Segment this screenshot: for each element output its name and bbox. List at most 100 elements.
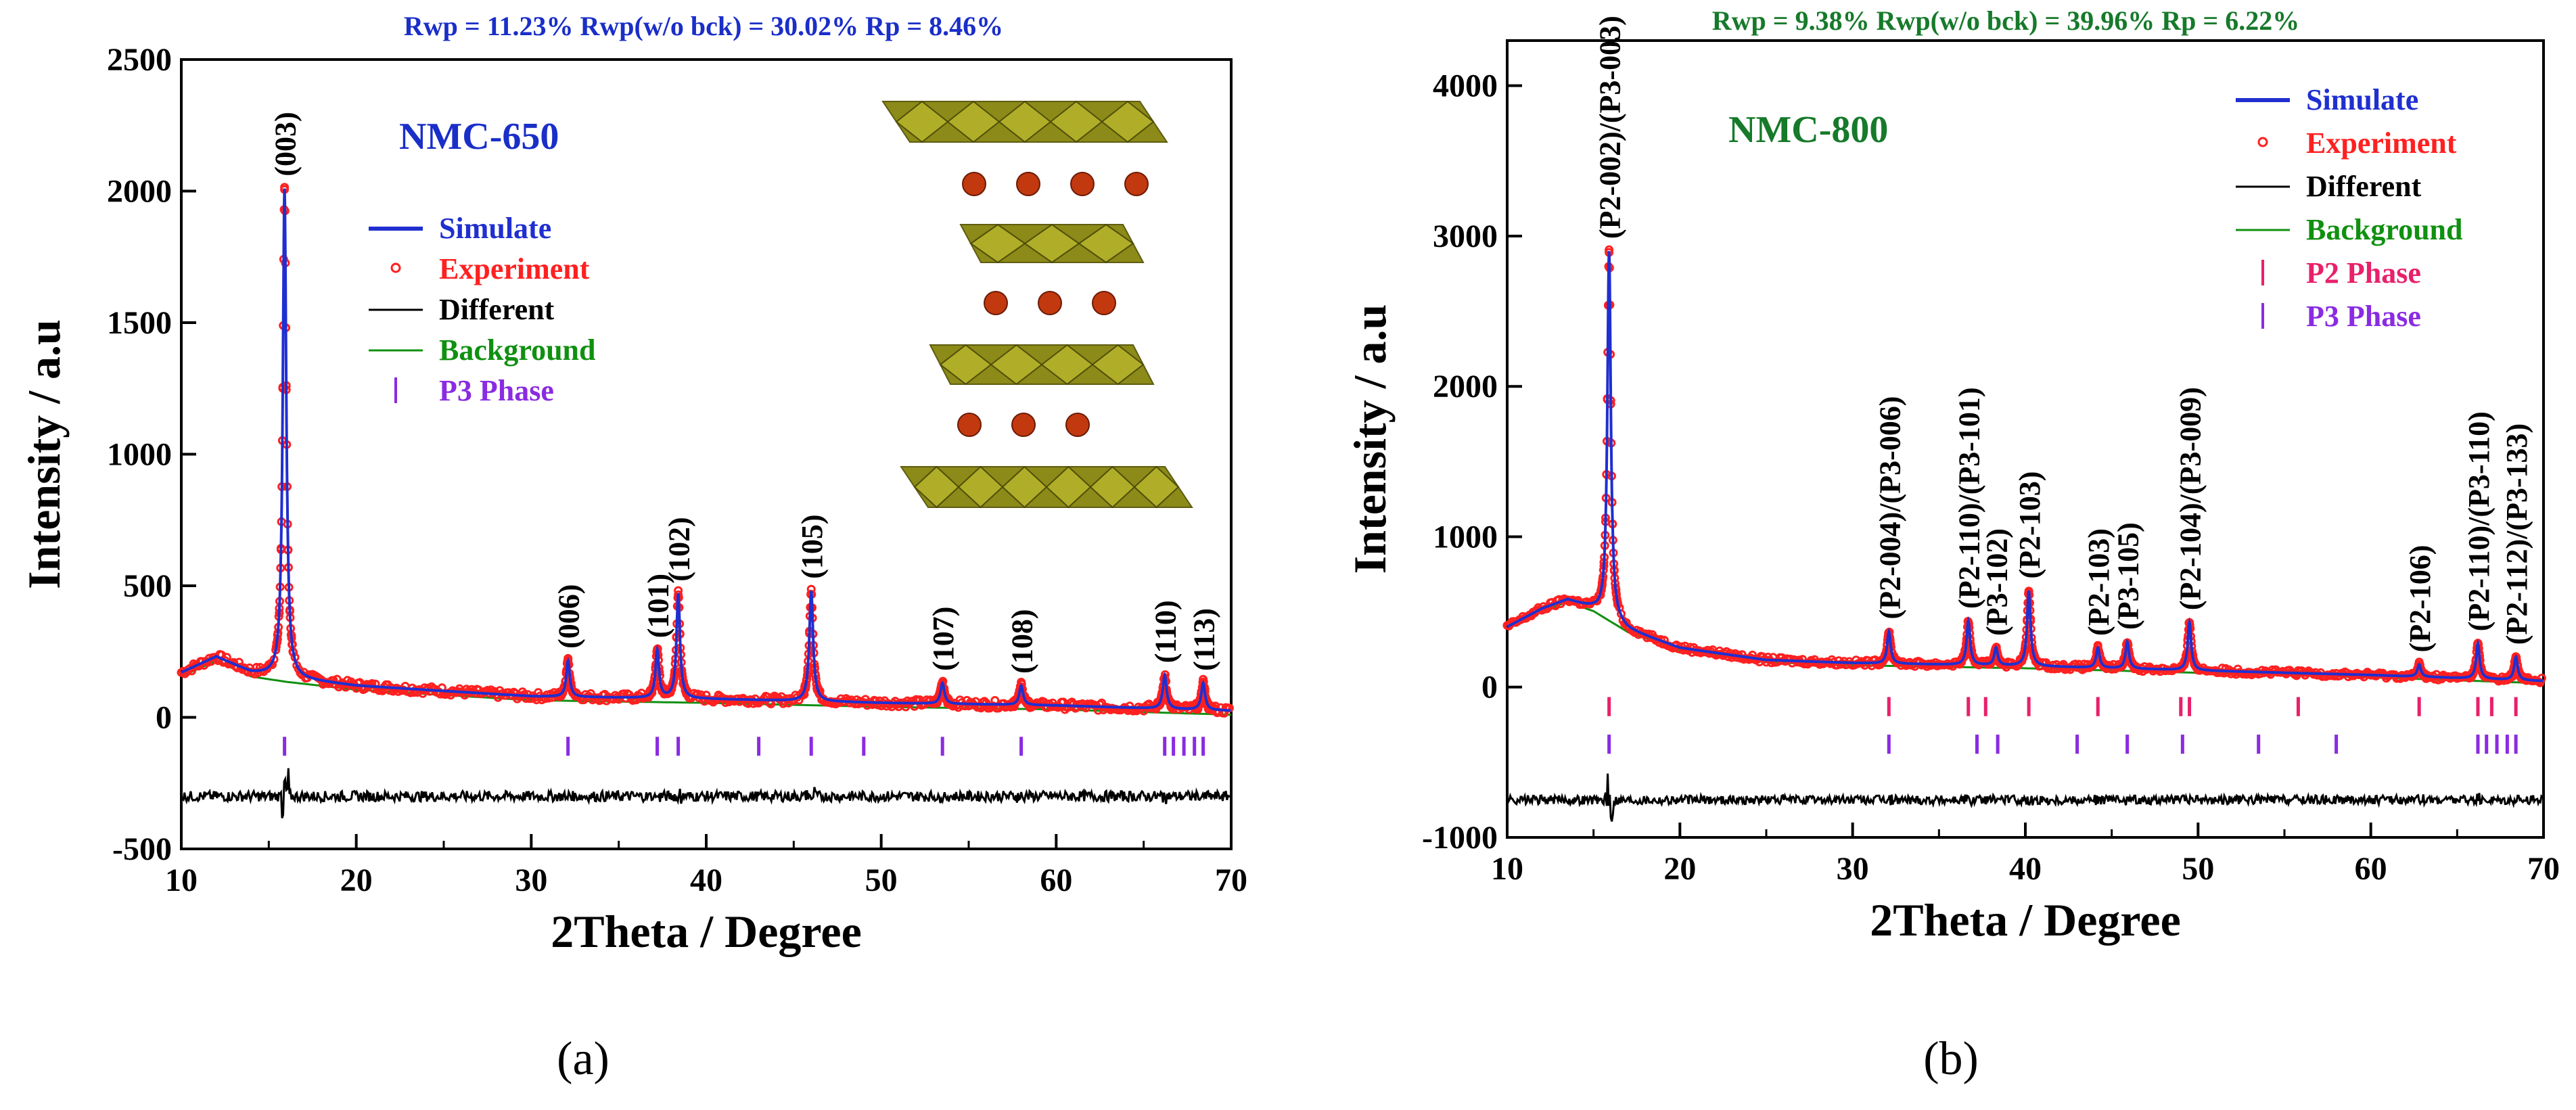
y-tick-label: 2000 <box>1433 369 1498 404</box>
peak-label: (105) <box>796 514 829 578</box>
y-axis-label: Intensity / a.u <box>1344 304 1396 574</box>
legend-entry-label: Experiment <box>439 252 590 285</box>
x-tick-label: 60 <box>1040 862 1072 898</box>
peak-label: (110) <box>1149 600 1182 663</box>
peak-label: (P2-110)/(P3-101) <box>1953 387 1986 608</box>
phase-ticks-p3-phase <box>1607 735 2518 754</box>
legend-circle-swatch <box>2257 137 2268 147</box>
panel-caption: (b) <box>1923 1033 1979 1085</box>
sample-label: NMC-650 <box>399 116 559 158</box>
sodium-ion <box>1016 172 1040 196</box>
legend-entry-label: P3 Phase <box>2306 300 2421 333</box>
difference-series <box>1506 773 2544 822</box>
sodium-ion <box>1070 172 1095 196</box>
legend-entry-label: P2 Phase <box>2306 256 2421 290</box>
difference-series <box>180 768 1231 818</box>
structure-slab <box>900 465 1193 509</box>
y-tick-label: 500 <box>123 568 172 604</box>
x-tick-label: 30 <box>1837 851 1869 887</box>
x-tick-label: 50 <box>2182 851 2214 887</box>
peak-label: (P3-105) <box>2112 522 2145 630</box>
x-tick-label: 20 <box>340 862 373 898</box>
fit-statistics: Rwp = 11.23% Rwp(w/o bck) = 30.02% Rp = … <box>404 11 1003 41</box>
legend-entry-label: Background <box>2306 213 2463 246</box>
y-tick-label: 4000 <box>1433 68 1498 104</box>
y-tick-label: 1000 <box>107 437 172 473</box>
legend-circle-swatch <box>390 262 401 273</box>
plot-frame <box>1506 39 2545 839</box>
x-tick-label: 30 <box>515 862 547 898</box>
legend-entry-label: Different <box>2306 170 2422 203</box>
peak-label: (P2-002)/(P3-003) <box>1594 16 1627 239</box>
peak-label: (P3-102) <box>1981 528 2014 636</box>
legend-entry-label: P3 Phase <box>439 374 554 407</box>
structure-slab <box>881 100 1168 143</box>
sodium-ion <box>1038 291 1062 315</box>
octahedron-facet <box>1091 344 1145 386</box>
y-tick-label: 0 <box>156 700 172 736</box>
experiment-point <box>1207 703 1216 712</box>
structure-slab <box>959 223 1145 264</box>
experiment-series <box>177 183 1234 718</box>
legend-entry-label: Simulate <box>439 212 551 245</box>
y-tick-label: -500 <box>112 831 172 867</box>
panel-caption: (a) <box>557 1033 610 1085</box>
x-tick-label: 50 <box>865 862 898 898</box>
legend: Simulate Experiment Different Background P3 … <box>369 212 596 407</box>
peak-label: (P2-106) <box>2404 545 2437 653</box>
legend-entry-label: Experiment <box>2306 126 2457 160</box>
peak-label: (P2-110)/(P3-110) <box>2462 411 2496 631</box>
y-axis-label: Intensity / a.u <box>18 319 70 589</box>
experiment-point <box>815 690 825 699</box>
x-tick-label: 70 <box>1215 862 1247 898</box>
peak-label: (108) <box>1006 609 1039 674</box>
y-tick-label: 1000 <box>1433 519 1498 555</box>
sample-label: NMC-800 <box>1728 109 1888 151</box>
sodium-ion <box>957 413 982 437</box>
peak-label: (P2-004)/(P3-006) <box>1873 396 1906 620</box>
peak-label: (006) <box>553 584 586 649</box>
legend-entry-label: Different <box>439 293 555 326</box>
peak-label: (102) <box>663 517 696 581</box>
fit-statistics: Rwp = 9.38% Rwp(w/o bck) = 39.96% Rp = 6… <box>1712 5 2299 36</box>
chart-panel-b: 10 20 30 40 50 60 70 -1000 0 1000 2000 3000 4000 2The… <box>1344 5 2560 1085</box>
x-tick-label: 40 <box>2009 851 2042 887</box>
experiment-point <box>990 696 1000 705</box>
simulate-series <box>180 188 1231 712</box>
y-tick-label: 0 <box>1481 670 1498 706</box>
chart-panel-a: 10 20 30 40 50 60 70 -500 0 500 1000 1500 2000 2500 2T… <box>18 11 1247 1085</box>
peak-label: (113) <box>1188 608 1221 671</box>
y-tick-label: 1500 <box>107 305 172 341</box>
octahedron-facet <box>1101 100 1155 143</box>
experiment-point <box>1118 704 1128 714</box>
sodium-ion <box>1092 291 1116 315</box>
y-tick-label: 3000 <box>1433 218 1498 254</box>
y-tick-label: -1000 <box>1422 820 1498 856</box>
legend-entry-label: Background <box>439 333 596 367</box>
layered-crystal-structure-icon <box>881 100 1193 509</box>
peak-label: (P2-104)/(P3-009) <box>2174 387 2207 610</box>
phase-ticks-p3-phase <box>283 737 1205 756</box>
peak-label: (P2-103) <box>2013 471 2046 579</box>
sodium-ion <box>984 291 1008 315</box>
octahedron-facet <box>1078 223 1134 264</box>
sodium-ion <box>962 172 986 196</box>
peak-label: (P2-103) <box>2082 528 2115 636</box>
legend-entry-label: Simulate <box>2306 83 2418 116</box>
x-tick-label: 20 <box>1663 851 1696 887</box>
simulate-series <box>1506 251 2544 683</box>
y-tick-label: 2500 <box>107 42 172 78</box>
peak-label: (107) <box>927 607 960 671</box>
octahedron-facet <box>1133 465 1180 509</box>
sodium-ion <box>1124 172 1149 196</box>
x-tick-label: 40 <box>690 862 722 898</box>
sodium-ion <box>1011 413 1036 437</box>
x-tick-label: 10 <box>1491 851 1523 887</box>
phase-ticks-p2-phase <box>1607 697 2518 716</box>
peak-label: (003) <box>269 112 302 176</box>
x-axis-label: 2Theta / Degree <box>1870 894 2181 946</box>
x-tick-label: 60 <box>2355 851 2387 887</box>
peak-label: (P2-112)/(P3-133) <box>2500 423 2533 645</box>
y-tick-label: 2000 <box>107 174 172 210</box>
